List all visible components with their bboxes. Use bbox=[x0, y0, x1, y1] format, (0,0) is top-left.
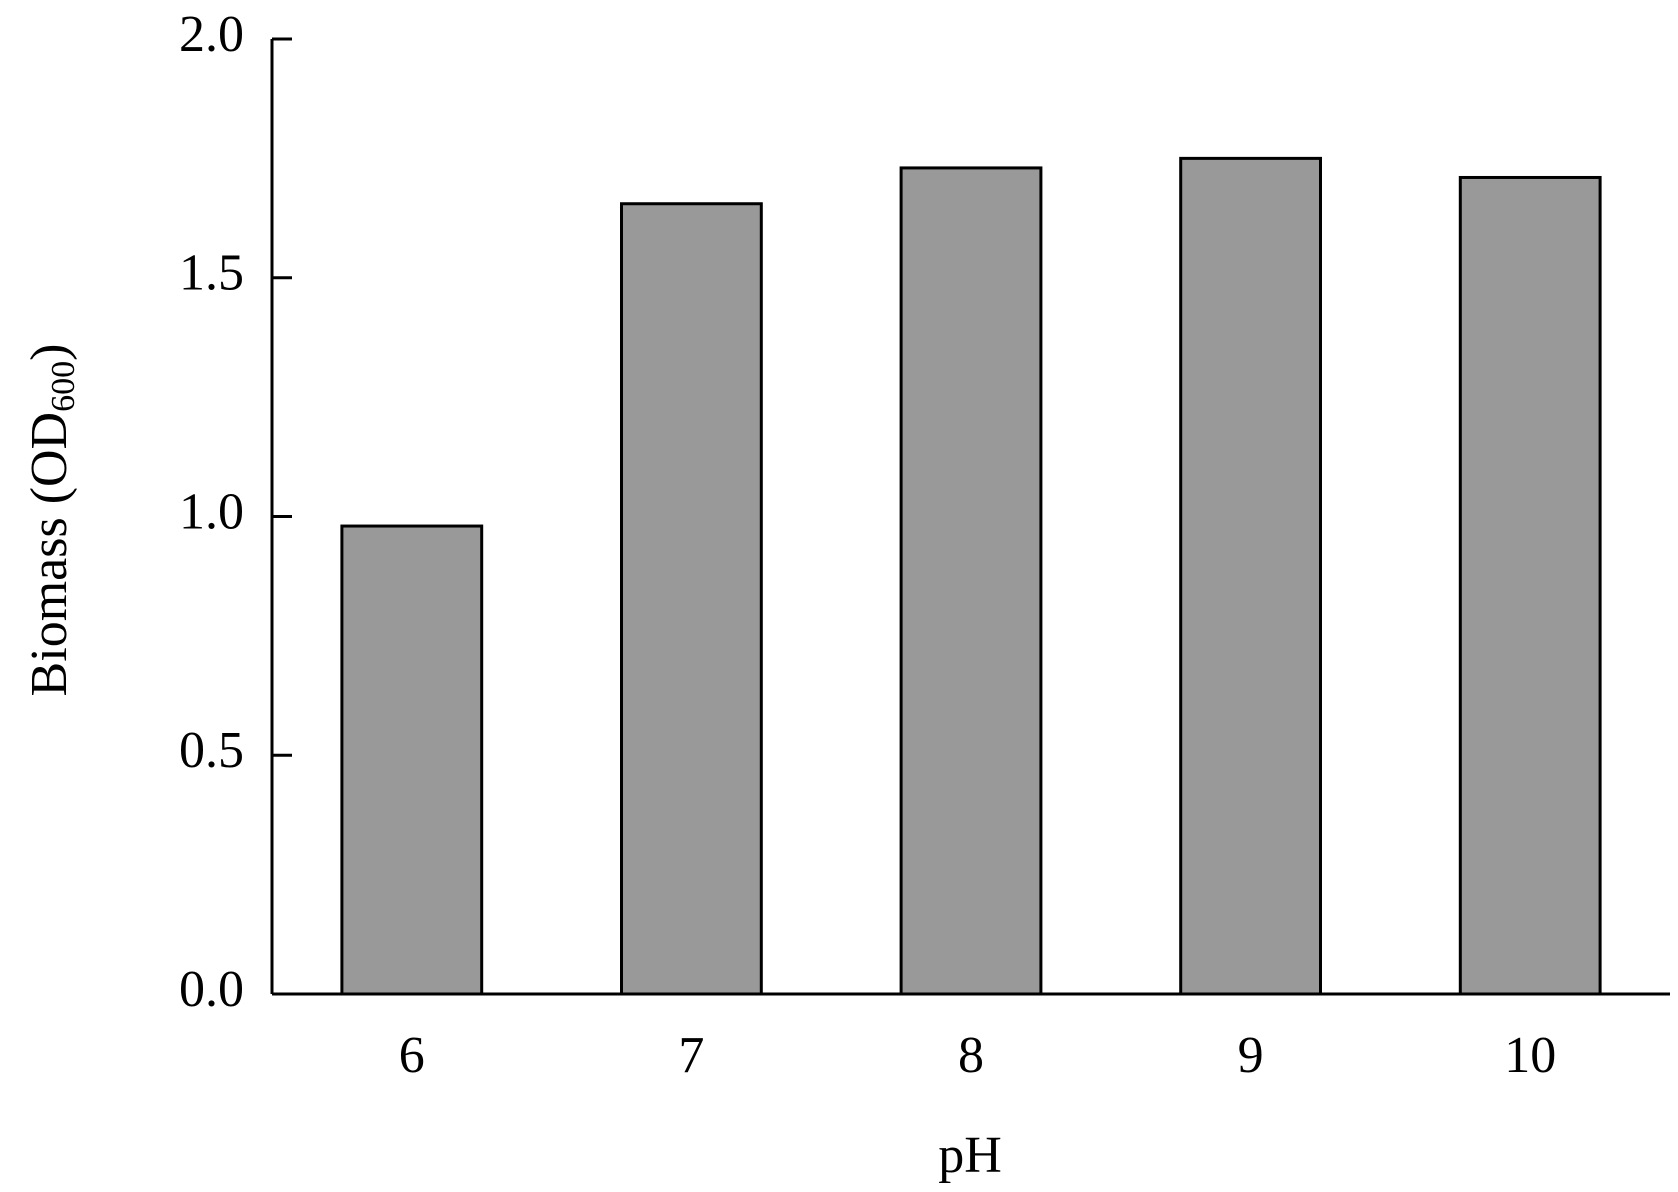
bar bbox=[340, 524, 484, 996]
bar bbox=[1458, 175, 1602, 996]
x-tick-label: 6 bbox=[399, 1027, 425, 1084]
y-tick-label: 0.0 bbox=[179, 961, 244, 1018]
y-tick-label: 2.0 bbox=[179, 6, 244, 63]
x-axis-label: pH bbox=[938, 1127, 1002, 1184]
x-tick-label: 9 bbox=[1238, 1027, 1264, 1084]
y-tick-label: 0.5 bbox=[179, 722, 244, 779]
x-tick-label: 8 bbox=[958, 1027, 984, 1084]
x-tick-label: 7 bbox=[678, 1027, 704, 1084]
bar bbox=[899, 166, 1043, 996]
bar bbox=[1179, 156, 1322, 996]
y-tick-label: 1.5 bbox=[179, 245, 244, 302]
x-tick-label: 10 bbox=[1504, 1027, 1556, 1084]
y-axis-label-end: ) bbox=[21, 344, 78, 361]
y-axis-label: Biomass (OD600) bbox=[21, 344, 82, 697]
bar bbox=[620, 202, 763, 996]
y-tick-label: 1.0 bbox=[179, 483, 244, 540]
y-axis-label-main: Biomass (OD bbox=[21, 412, 78, 697]
y-axis-label-subscript: 600 bbox=[45, 361, 82, 412]
